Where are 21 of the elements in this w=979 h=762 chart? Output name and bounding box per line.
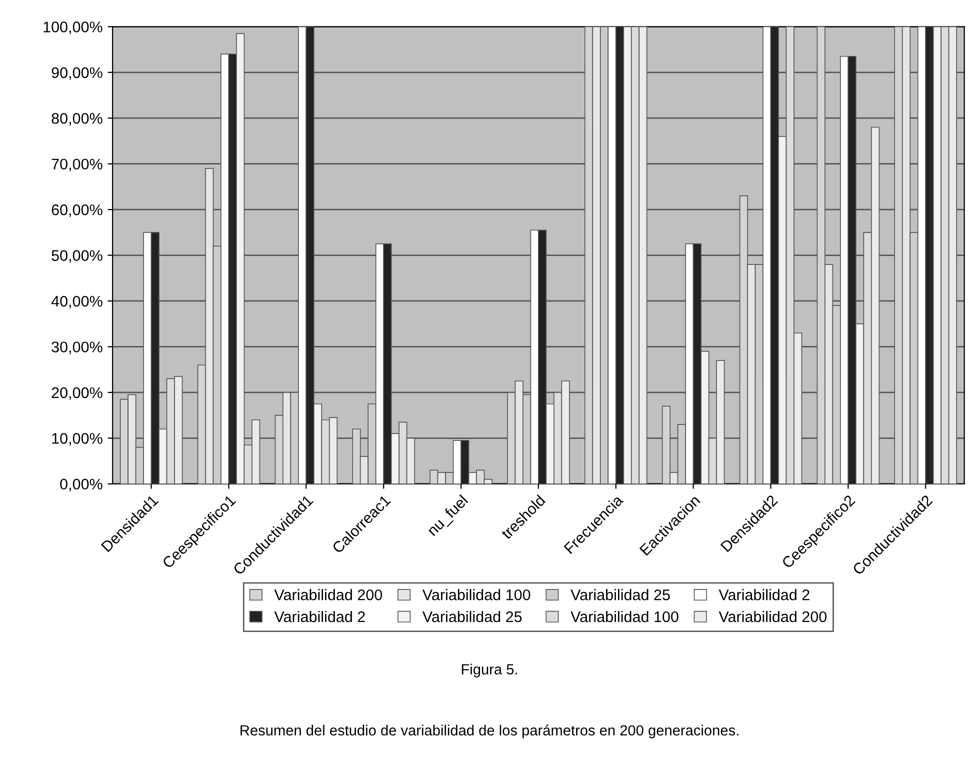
legend-label: Variabilidad 100 [422, 589, 530, 600]
legend-label: Variabilidad 25 [570, 589, 670, 600]
legend-label: Variabilidad 2 [718, 589, 810, 600]
y-tick-label: 30,00% [52, 342, 102, 354]
y-tick-label: 0,00% [60, 478, 102, 492]
y-tick-label: 50,00% [52, 250, 102, 263]
legend-label: Variabilidad 25 [422, 610, 522, 622]
y-tick-label: 80,00% [52, 112, 102, 126]
legend-label: Variabilidad 200 [718, 610, 827, 622]
y-tick-label: 100,00% [44, 22, 102, 34]
legend-label: Variabilidad 200 [274, 589, 382, 600]
text: Figura 5. [462, 664, 517, 678]
y-tick-label: 40,00% [51, 296, 102, 308]
legend-label: Variabilidad 100 [570, 610, 678, 622]
y-tick-label: 20,00% [52, 387, 102, 400]
legend-label: Variabilidad 2 [274, 610, 365, 622]
y-tick-label: 60,00% [52, 204, 102, 218]
text: Resumen del estudio de variabilidad de los parámetros en 200 generaciones. [240, 724, 738, 738]
y-tick-label: 10,00% [52, 433, 102, 446]
y-tick-label: 70,00% [52, 158, 102, 172]
y-tick-label: 90,00% [52, 67, 102, 80]
